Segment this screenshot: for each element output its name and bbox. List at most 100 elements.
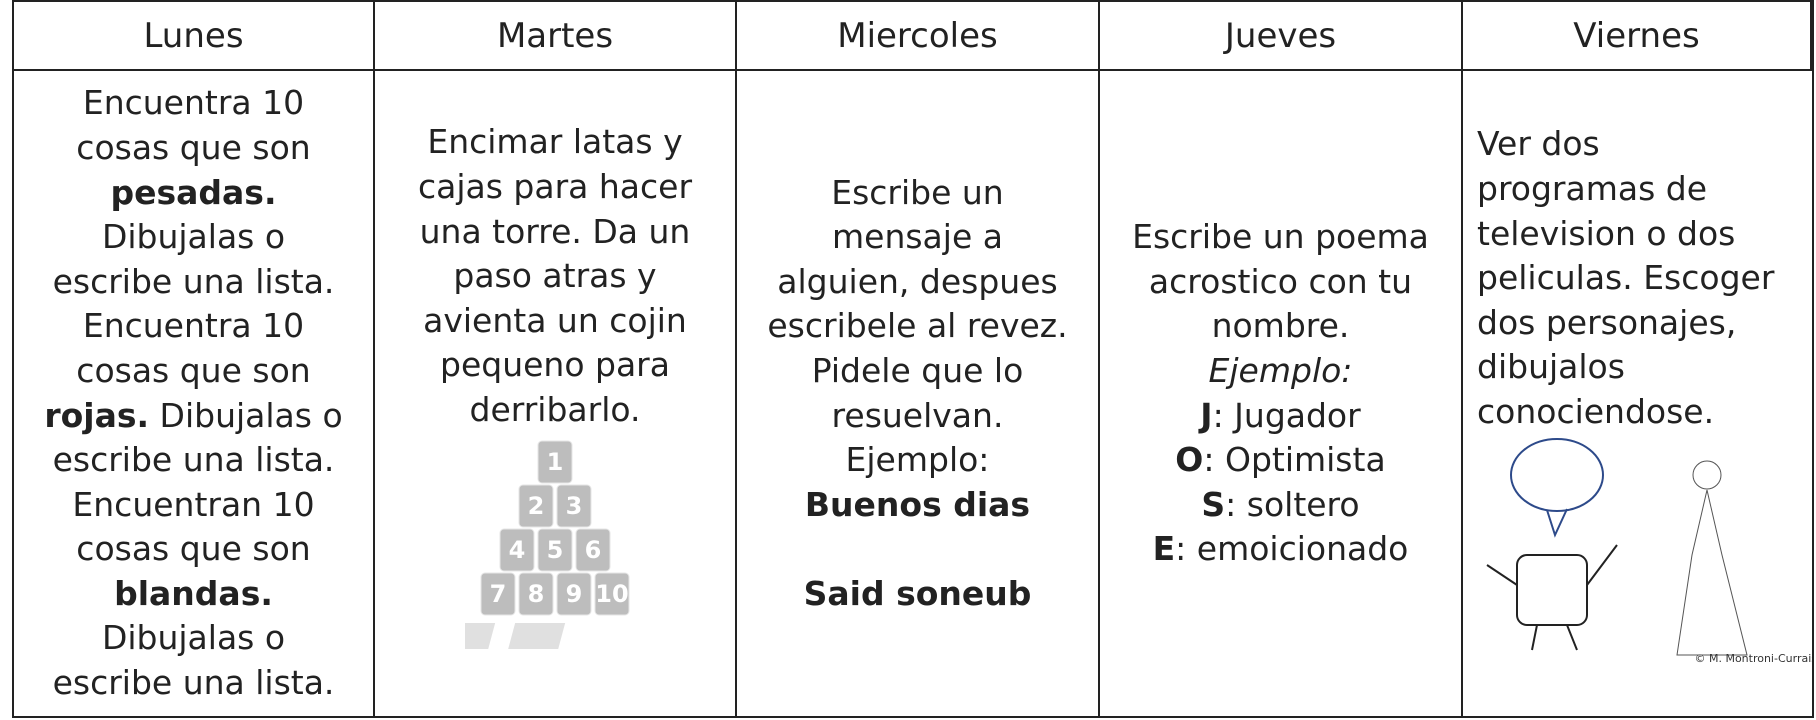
can-label: 3	[566, 492, 583, 520]
text-run: cosas que son	[76, 350, 311, 390]
day-cell: Ver dos programas de television o dos pelic…	[1463, 71, 1812, 716]
cushion	[465, 622, 496, 649]
cans-illustration: 12 3 4 5 6 7 8 9 10	[465, 440, 630, 649]
text-line: cosas que son	[44, 126, 342, 171]
text-run: Encuentra 10	[82, 83, 305, 123]
text-run: cosas que son	[76, 529, 311, 569]
day-cell: Escribe un poema acrostico con tu nombre. E…	[1100, 71, 1463, 716]
text-run: pequeno para	[440, 345, 670, 385]
text-line: Encuentran 10	[44, 483, 342, 528]
text-run: S	[1201, 484, 1226, 524]
can-label: 1	[547, 448, 564, 476]
can-label: 7	[490, 580, 507, 608]
text-line: Ejemplo:	[1132, 349, 1429, 394]
character-limbs	[1486, 543, 1618, 650]
can-label: 4	[509, 536, 526, 564]
cushion	[508, 622, 566, 649]
text-line: Encimar latas y	[418, 120, 692, 165]
text-run: J	[1200, 395, 1213, 435]
text-run: alguien, despues	[777, 261, 1058, 301]
text-run: Escribe un	[831, 172, 1004, 212]
text-line: conociendose.	[1477, 390, 1806, 435]
text-line: blandas.	[44, 572, 342, 617]
text-run: mensaje a	[832, 217, 1003, 257]
text-line: nombre.	[1132, 304, 1429, 349]
text-run: dibujalos	[1477, 347, 1625, 387]
text-run: Encuentran 10	[72, 484, 315, 524]
text-run: Encuentra 10	[82, 306, 305, 346]
text-run: resuelvan.	[831, 395, 1004, 435]
text-line: Encuentra 10	[44, 81, 342, 126]
text-run: derribarlo.	[469, 389, 641, 429]
text-line: Said soneub	[804, 572, 1032, 617]
text-line: paso atras y	[418, 254, 692, 299]
text-line: mensaje a	[767, 215, 1067, 260]
text-run: Ejemplo:	[845, 440, 990, 480]
text-run: avienta un cojin	[423, 300, 687, 340]
text-run: : Optimista	[1203, 440, 1386, 480]
text-block: Ver dos programas de television o dos pelic…	[1477, 122, 1806, 434]
text-block: Said soneub	[804, 572, 1032, 617]
text-line: cajas para hacer	[418, 165, 692, 210]
can	[499, 528, 535, 572]
text-line: programas de	[1477, 167, 1806, 212]
text-run: acrostico con tu	[1148, 261, 1413, 301]
can	[537, 440, 573, 484]
text-run: Encimar latas y	[427, 122, 683, 162]
can	[556, 572, 592, 616]
text-run: una torre. Da un	[419, 211, 691, 251]
text-run: Escribe un poema	[1132, 217, 1429, 257]
text-line: television o dos	[1477, 212, 1806, 257]
text-line: Buenos dias	[767, 483, 1067, 528]
text-line: pesadas.	[44, 171, 342, 216]
text-line: E: emoicionado	[1132, 527, 1429, 572]
text-line: derribarlo.	[418, 388, 692, 433]
character	[1516, 553, 1588, 626]
text-block: Escribe un mensaje a alguien, despues escri…	[767, 171, 1067, 528]
day-header: Martes	[375, 2, 737, 71]
text-line: pequeno para	[418, 343, 692, 388]
text-run: Buenos dias	[804, 484, 1031, 524]
text-run: Said soneub	[803, 573, 1032, 613]
text-line: alguien, despues	[767, 260, 1067, 305]
text-run: Dibujalas o	[101, 217, 286, 257]
text-run: escribe una lista.	[52, 440, 335, 480]
day-cell: Encuentra 10 cosas que son pesadas. Dibujal…	[14, 71, 375, 716]
text-line: Pidele que lo	[767, 349, 1067, 394]
day-cell: Encimar latas y cajas para hacer una torre…	[375, 71, 737, 716]
text-line: avienta un cojin	[418, 299, 692, 344]
text-run: escribe una lista.	[52, 663, 335, 703]
text-run: : soltero	[1225, 484, 1360, 524]
character-dress	[1676, 489, 1748, 656]
drawing	[1486, 437, 1748, 656]
text-line: dos personajes,	[1477, 301, 1806, 346]
text-line: escribe una lista.	[44, 661, 342, 706]
credit: © M. Montroni-Currais	[1694, 651, 1812, 665]
can-label: 5	[547, 536, 564, 564]
schedule-table: Lunes Martes Miercoles Jueves Viernes Encuent…	[12, 0, 1814, 718]
text-line: acrostico con tu	[1132, 260, 1429, 305]
day-header: Viernes	[1463, 2, 1812, 71]
characters-illustration: © M. Montroni-Currais	[1477, 435, 1812, 665]
can	[537, 528, 573, 572]
text-run: programas de	[1477, 169, 1708, 209]
text-run: rojas.	[44, 395, 150, 435]
text-line: Dibujalas o	[44, 616, 342, 661]
text-line: O: Optimista	[1132, 438, 1429, 483]
text-line: Ver dos	[1477, 122, 1806, 167]
text-line: resuelvan.	[767, 394, 1067, 439]
can-label: 10	[595, 580, 628, 608]
can	[480, 572, 516, 616]
can-label: 2	[528, 492, 545, 520]
text-run: escribe una lista.	[52, 261, 335, 301]
can-label: 9	[566, 580, 583, 608]
text-run: O	[1175, 440, 1204, 480]
text-run: Ver dos	[1477, 124, 1600, 164]
text-block: Encuentra 10 cosas que son pesadas. Dibujal…	[44, 81, 342, 705]
text-block: Escribe un poema acrostico con tu nombre. E…	[1132, 215, 1429, 572]
text-run: Ejemplo:	[1208, 350, 1353, 390]
text-run: conociendose.	[1477, 391, 1715, 431]
speech-bubble	[1510, 437, 1604, 512]
text-line: peliculas. Escoger	[1477, 256, 1806, 301]
